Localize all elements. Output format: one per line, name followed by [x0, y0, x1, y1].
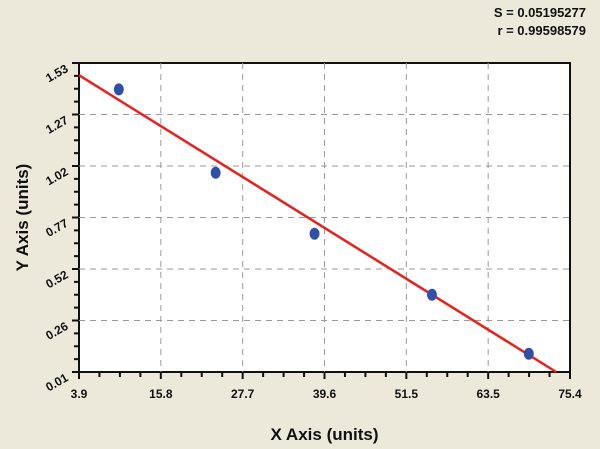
y-tick-label: 0.52 [43, 267, 71, 291]
x-tick-label: 3.9 [71, 387, 88, 401]
x-tick-label: 63.5 [476, 387, 500, 401]
y-tick-label: 0.77 [43, 216, 71, 240]
x-tick-label: 51.5 [395, 387, 419, 401]
x-axis-title: X Axis (units) [271, 425, 379, 444]
data-point [210, 166, 221, 179]
s-value: S = 0.05195277 [493, 5, 586, 20]
fit-statistics: S = 0.05195277 r = 0.99598579 [494, 4, 586, 40]
y-tick-label: 1.02 [43, 164, 71, 188]
y-tick-label: 0.26 [43, 319, 71, 343]
y-tick-label: 0.01 [43, 370, 71, 394]
data-point [523, 347, 534, 360]
x-tick-label: 39.6 [313, 387, 337, 401]
data-point [309, 227, 320, 240]
x-tick-label: 15.8 [149, 387, 173, 401]
data-point [113, 83, 124, 96]
y-axis-title: Y Axis (units) [13, 164, 32, 272]
y-tick-label: 1.53 [43, 61, 71, 85]
fit-line [78, 74, 557, 374]
x-tick-label: 75.4 [558, 387, 582, 401]
data-point [426, 288, 437, 301]
r-value: r = 0.99598579 [497, 23, 586, 38]
x-tick-label: 27.7 [231, 387, 255, 401]
y-tick-label: 1.27 [43, 113, 71, 137]
